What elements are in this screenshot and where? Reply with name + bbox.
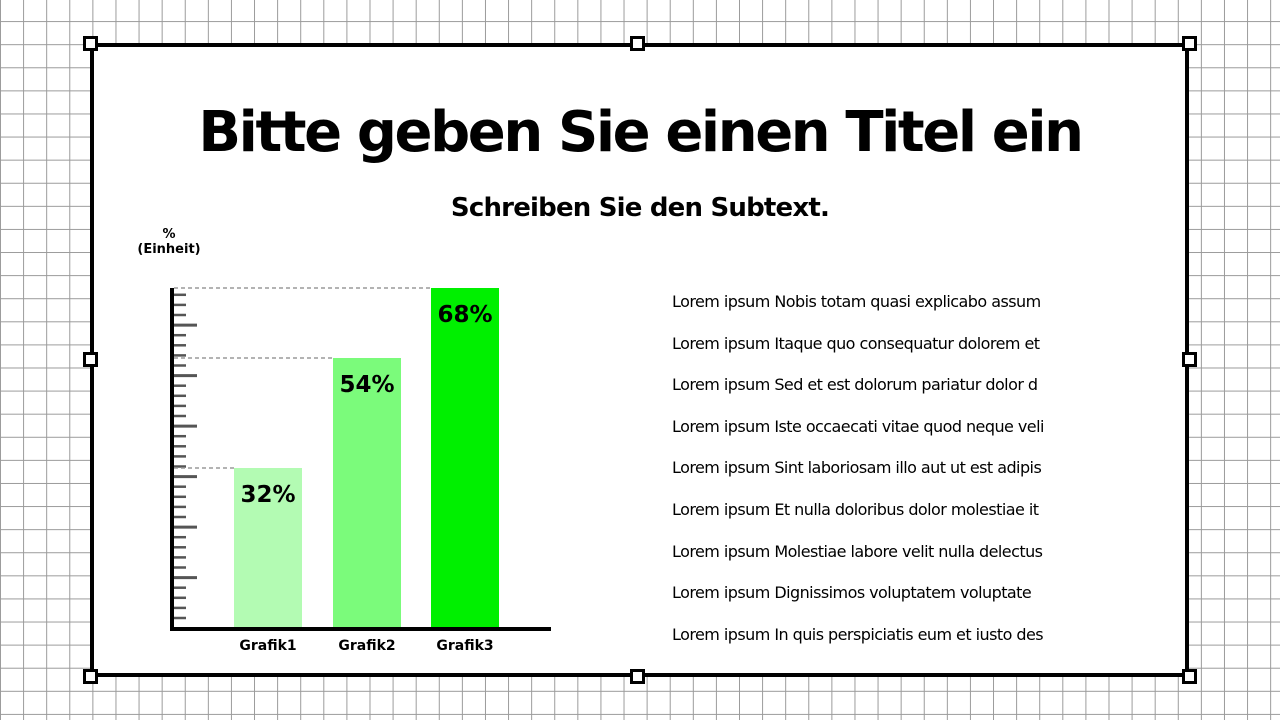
list-item[interactable]: Lorem ipsum In quis perspiciatis eum et …: [672, 624, 1044, 644]
bar: [234, 468, 302, 628]
slide-title[interactable]: Bitte geben Sie einen Titel ein: [198, 100, 1084, 165]
bar-value-label: 32%: [240, 482, 295, 508]
x-tick-label: Grafik2: [338, 638, 395, 654]
resize-handle-bottom-center[interactable]: [630, 669, 645, 684]
resize-handle-middle-right[interactable]: [1182, 352, 1197, 367]
bar: [333, 358, 401, 628]
list-item[interactable]: Lorem ipsum Iste occaecati vitae quod ne…: [672, 416, 1044, 436]
bar-value-label: 54%: [339, 372, 394, 398]
bar: [431, 288, 499, 628]
x-tick-label: Grafik3: [436, 638, 493, 654]
y-unit-symbol: %: [162, 227, 176, 242]
resize-handle-top-left[interactable]: [83, 36, 98, 51]
resize-handle-top-right[interactable]: [1182, 36, 1197, 51]
list-item[interactable]: Lorem ipsum Sint laboriosam illo aut ut …: [672, 458, 1042, 478]
list-item[interactable]: Lorem ipsum Itaque quo consequatur dolor…: [672, 333, 1040, 353]
list-item[interactable]: Lorem ipsum Et nulla doloribus dolor mol…: [672, 499, 1039, 519]
text-list: Lorem ipsum Nobis totam quasi explicabo …: [672, 290, 1044, 664]
x-tick-label: Grafik1: [239, 638, 296, 654]
resize-handle-top-center[interactable]: [630, 36, 645, 51]
list-item[interactable]: Lorem ipsum Dignissimos voluptatem volup…: [672, 583, 1032, 603]
y-unit-text: (Einheit): [137, 242, 201, 257]
list-item[interactable]: Lorem ipsum Nobis totam quasi explicabo …: [672, 292, 1041, 311]
list-item[interactable]: Lorem ipsum Sed et est dolorum pariatur …: [672, 375, 1038, 395]
resize-handle-bottom-left[interactable]: [83, 669, 98, 684]
bar-value-label: 68%: [437, 302, 492, 328]
resize-handle-middle-left[interactable]: [83, 352, 98, 367]
list-item[interactable]: Lorem ipsum Molestiae labore velit nulla…: [672, 541, 1043, 561]
slide-subtitle[interactable]: Schreiben Sie den Subtext.: [450, 193, 830, 223]
y-axis-unit-label: % (Einheit): [120, 227, 218, 257]
resize-handle-bottom-right[interactable]: [1182, 669, 1197, 684]
